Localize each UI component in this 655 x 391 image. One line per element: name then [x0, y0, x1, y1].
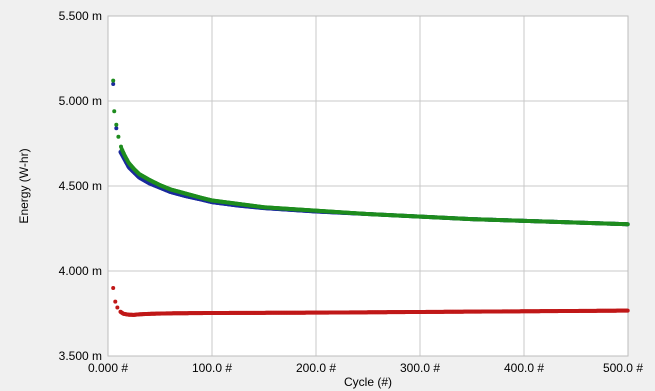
- data-point: [111, 82, 116, 86]
- y-tick-label: 4.500 m: [59, 179, 102, 193]
- y-tick-label: 4.000 m: [59, 264, 102, 278]
- x-tick-label: 0.000 #: [88, 361, 128, 375]
- series-1: [111, 78, 630, 227]
- data-point: [111, 78, 116, 83]
- data-point: [625, 308, 630, 313]
- data-point: [115, 305, 120, 310]
- gridlines: [108, 16, 628, 356]
- x-axis-title: Cycle (#): [344, 375, 392, 389]
- data-point: [113, 299, 118, 304]
- data-point: [116, 134, 121, 139]
- series-layer: [111, 78, 630, 317]
- x-tick-label: 300.0 #: [400, 361, 440, 375]
- x-tick-label: 100.0 #: [192, 361, 232, 375]
- data-point: [112, 109, 117, 114]
- series-2: [111, 286, 630, 317]
- y-tick-label: 5.000 m: [59, 94, 102, 108]
- data-point: [111, 286, 116, 290]
- y-tick-labels: 3.500 m 4.000 m 4.500 m 5.000 m 5.500 m: [59, 9, 102, 363]
- x-tick-labels: 0.000 # 100.0 # 200.0 # 300.0 # 400.0 # 500.0…: [88, 361, 643, 375]
- x-tick-label: 400.0 #: [504, 361, 544, 375]
- y-axis-title: Energy (W-hr): [17, 148, 31, 223]
- x-tick-label: 200.0 #: [296, 361, 336, 375]
- y-tick-label: 3.500 m: [59, 349, 102, 363]
- data-point: [114, 126, 119, 131]
- data-point: [625, 222, 630, 227]
- plot-border: [107, 15, 629, 357]
- y-tick-label: 5.500 m: [59, 9, 102, 23]
- data-point: [114, 122, 119, 127]
- x-tick-label: 500.0 #: [603, 361, 643, 375]
